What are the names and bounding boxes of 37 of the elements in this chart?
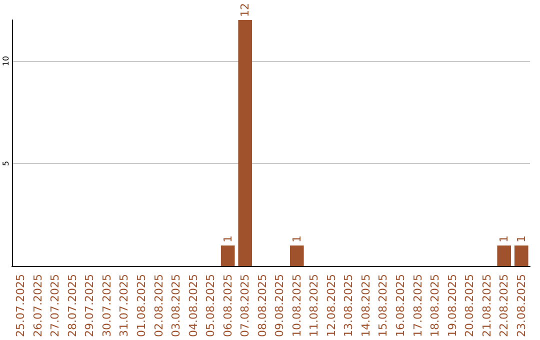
x-tick-label: 31.07.2025	[118, 274, 131, 338]
x-tick-label: 16.08.2025	[394, 274, 407, 338]
x-tick-label: 28.07.2025	[66, 274, 79, 338]
x-tick-label: 05.08.2025	[204, 274, 218, 338]
data-label: 1	[290, 236, 304, 243]
x-tick-label: 14.08.2025	[359, 274, 372, 338]
x-tick-label: 11.08.2025	[308, 274, 321, 338]
x-tick-label: 29.07.2025	[83, 274, 96, 338]
x-tick-label: 03.08.2025	[170, 274, 183, 338]
x-tick-label: 10.08.2025	[290, 274, 304, 338]
x-tick-label: 13.08.2025	[342, 274, 356, 338]
x-tick-label: 15.08.2025	[376, 274, 390, 338]
y-tick-label: 5	[2, 160, 10, 166]
x-tick-label: 23.08.2025	[514, 274, 528, 338]
data-label: 12	[238, 3, 252, 17]
x-tick-label: 17.08.2025	[411, 274, 424, 338]
x-tick-label: 02.08.2025	[152, 274, 166, 338]
x-tick-label: 22.08.2025	[498, 274, 511, 338]
y-tick-label: 10	[2, 56, 10, 66]
x-tick-label: 08.08.2025	[256, 274, 269, 338]
x-tick-label: 25.07.2025	[14, 274, 28, 338]
x-tick-label: 30.07.2025	[100, 274, 114, 338]
x-tick-label: 06.08.2025	[221, 274, 234, 338]
x-tick-label: 21.08.2025	[480, 274, 494, 338]
x-tick-label: 27.07.2025	[48, 274, 62, 338]
x-tick-label: 20.08.2025	[463, 274, 476, 338]
x-tick-label: 09.08.2025	[273, 274, 286, 338]
x-tick-label: 18.08.2025	[428, 274, 442, 338]
x-tick-label: 19.08.2025	[446, 274, 459, 338]
x-tick-label: 12.08.2025	[324, 274, 338, 338]
x-tick-label: 07.08.2025	[238, 274, 252, 338]
data-label: 1	[514, 236, 528, 243]
x-tick-label: 01.08.2025	[135, 274, 148, 338]
data-label: 1	[498, 236, 511, 243]
x-tick-label: 26.07.2025	[31, 274, 44, 338]
x-tick-label: 04.08.2025	[186, 274, 200, 338]
data-label: 1	[221, 236, 234, 243]
